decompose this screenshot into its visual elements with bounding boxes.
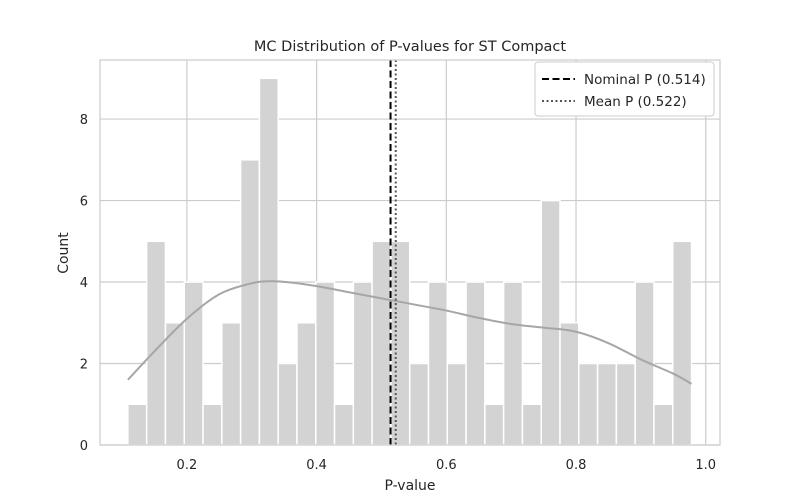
x-axis-label: P-value bbox=[384, 478, 435, 494]
histogram-bar bbox=[164, 322, 186, 446]
histogram-bar bbox=[296, 322, 317, 446]
histogram-bar bbox=[315, 281, 336, 446]
histogram-bar bbox=[352, 281, 373, 446]
y-tick-label: 6 bbox=[80, 195, 88, 210]
histogram-bar bbox=[653, 403, 674, 446]
histogram-bar bbox=[615, 362, 636, 446]
histogram-bar bbox=[371, 240, 392, 446]
legend-mean-label: Mean P (0.522) bbox=[584, 94, 687, 110]
histogram-bar bbox=[465, 281, 486, 446]
legend-nominal-label: Nominal P (0.514) bbox=[584, 72, 706, 88]
histogram-bar bbox=[446, 362, 467, 446]
histogram-bar bbox=[277, 362, 298, 446]
y-tick-label: 4 bbox=[80, 276, 88, 291]
histogram-bar bbox=[221, 322, 242, 446]
histogram-bar bbox=[484, 403, 505, 446]
y-tick-label: 8 bbox=[80, 113, 88, 128]
histogram-bar bbox=[333, 403, 355, 446]
kde-curve bbox=[127, 280, 692, 385]
x-tick-label: 1.0 bbox=[695, 458, 716, 473]
histogram-bar bbox=[578, 362, 599, 446]
chart-title: MC Distribution of P-values for ST Compa… bbox=[254, 39, 566, 55]
histogram-bar bbox=[559, 322, 580, 446]
x-tick-label: 0.2 bbox=[177, 458, 198, 473]
histogram-bar bbox=[202, 403, 223, 446]
histogram-bar bbox=[127, 403, 148, 446]
x-tick-label: 0.8 bbox=[566, 458, 587, 473]
y-tick-label: 2 bbox=[80, 358, 88, 373]
axes-frame bbox=[99, 59, 721, 446]
plot-area: 0.2 0.4 0.6 0.8 1.0 0 2 4 6 8 bbox=[80, 59, 721, 473]
histogram-bar bbox=[502, 281, 524, 446]
y-axis-label: Count bbox=[56, 232, 72, 274]
legend: Nominal P (0.514) Mean P (0.522) bbox=[534, 61, 715, 117]
histogram-bar bbox=[258, 77, 279, 446]
histogram-bar bbox=[239, 159, 261, 446]
histogram-bar bbox=[408, 362, 430, 446]
histogram-bar bbox=[427, 281, 449, 446]
y-tick-label: 0 bbox=[80, 439, 88, 454]
histogram-bar bbox=[596, 362, 618, 446]
histogram-bar bbox=[390, 240, 411, 446]
histogram-bar bbox=[540, 199, 561, 446]
x-tick-label: 0.6 bbox=[436, 458, 457, 473]
histogram-bar bbox=[671, 240, 693, 446]
x-tick-label: 0.4 bbox=[306, 458, 327, 473]
histogram-bar bbox=[521, 403, 542, 446]
